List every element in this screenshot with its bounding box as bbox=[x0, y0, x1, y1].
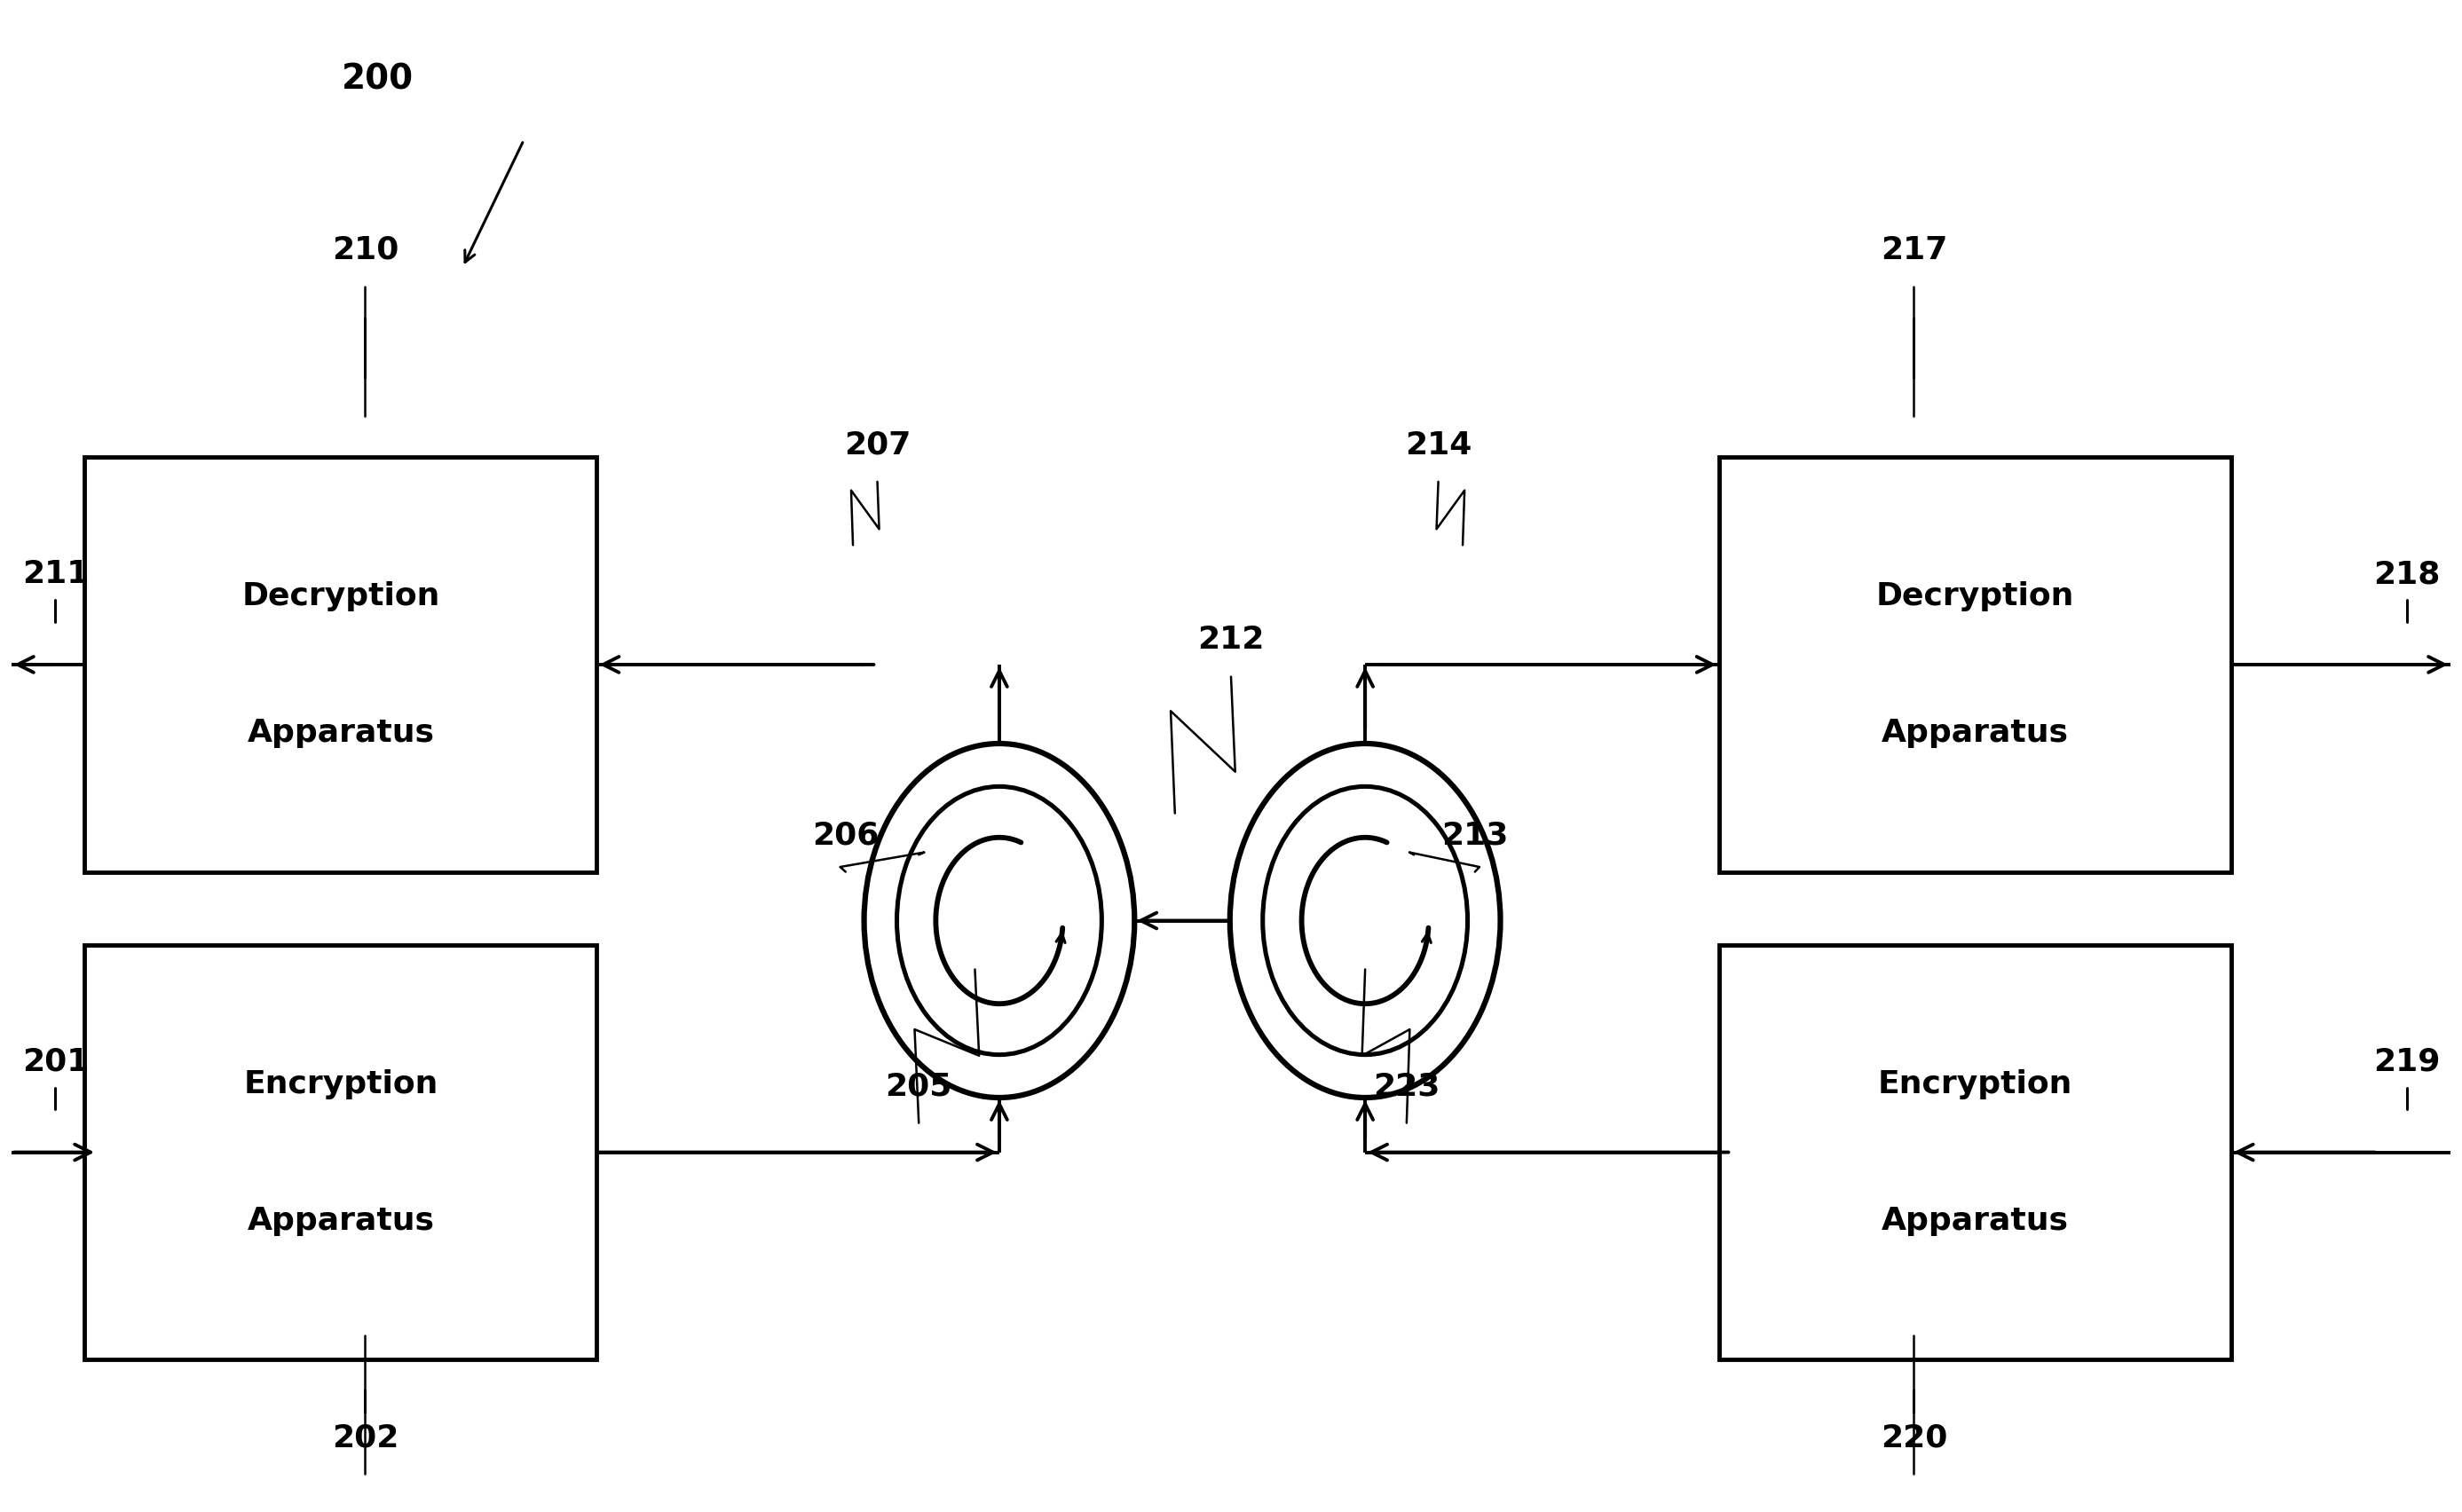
Text: Apparatus: Apparatus bbox=[1881, 1205, 2068, 1235]
Text: Apparatus: Apparatus bbox=[246, 1205, 433, 1235]
Bar bbox=[1718, 457, 2231, 872]
Text: 212: 212 bbox=[1197, 624, 1265, 655]
Text: 205: 205 bbox=[886, 1072, 953, 1102]
Text: 219: 219 bbox=[2373, 1046, 2440, 1077]
Text: 207: 207 bbox=[844, 429, 911, 460]
Text: Encryption: Encryption bbox=[244, 1069, 438, 1099]
Text: Apparatus: Apparatus bbox=[246, 718, 433, 748]
Ellipse shape bbox=[1231, 744, 1499, 1098]
Text: 210: 210 bbox=[332, 234, 399, 265]
Text: 223: 223 bbox=[1374, 1072, 1440, 1102]
Text: 214: 214 bbox=[1406, 429, 1472, 460]
Text: Decryption: Decryption bbox=[241, 581, 441, 611]
Text: 201: 201 bbox=[22, 1046, 89, 1077]
Text: 218: 218 bbox=[2373, 559, 2440, 590]
Text: 202: 202 bbox=[332, 1423, 399, 1453]
Ellipse shape bbox=[864, 744, 1135, 1098]
Text: Apparatus: Apparatus bbox=[1881, 718, 2068, 748]
Text: 200: 200 bbox=[342, 62, 414, 97]
Text: 211: 211 bbox=[22, 559, 89, 590]
Bar bbox=[84, 945, 596, 1359]
Text: 217: 217 bbox=[1881, 234, 1947, 265]
Bar bbox=[1718, 945, 2231, 1359]
Text: 220: 220 bbox=[1881, 1423, 1947, 1453]
Ellipse shape bbox=[1263, 786, 1467, 1055]
Bar bbox=[84, 457, 596, 872]
Text: 213: 213 bbox=[1440, 820, 1509, 850]
Text: Decryption: Decryption bbox=[1876, 581, 2073, 611]
Text: 206: 206 bbox=[812, 820, 879, 850]
Text: Encryption: Encryption bbox=[1879, 1069, 2073, 1099]
Ellipse shape bbox=[896, 786, 1101, 1055]
